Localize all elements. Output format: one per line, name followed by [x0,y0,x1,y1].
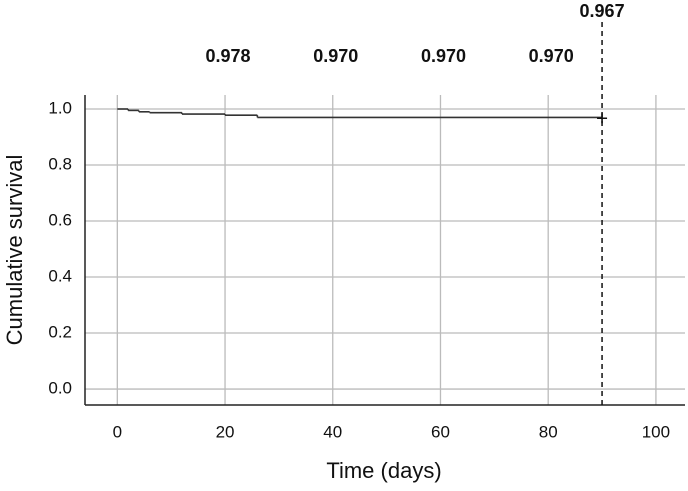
annotation: 0.970 [313,46,358,66]
y-tick-label: 0.8 [48,154,72,173]
annotation: 0.967 [580,1,625,21]
x-tick-label: 20 [216,422,235,441]
y-tick-label: 0.2 [48,323,72,342]
y-tick-label: 0.4 [48,267,72,286]
x-tick-label: 60 [431,422,450,441]
annotation: 0.970 [421,46,466,66]
x-tick-label: 40 [323,422,342,441]
y-tick-label: 0.6 [48,211,72,230]
x-axis-title: Time (days) [326,458,441,483]
y-tick-label: 1.0 [48,98,72,117]
y-axis-title: Cumulative survival [2,155,27,346]
annotation: 0.978 [206,46,251,66]
y-tick-label: 0.0 [48,379,72,398]
x-tick-label: 80 [539,422,558,441]
x-tick-label: 0 [113,422,122,441]
censor-mark [597,113,608,124]
annotation: 0.970 [529,46,574,66]
x-tick-label: 100 [642,422,670,441]
